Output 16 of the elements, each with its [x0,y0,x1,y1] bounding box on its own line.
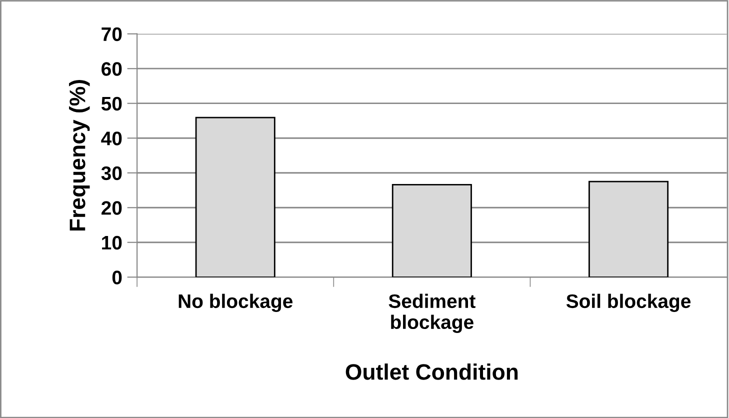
y-tick-label: 0 [112,270,122,284]
bar [195,116,276,278]
x-tick-label: Sediment blockage [388,294,476,333]
x-tick-label: No blockage [178,294,292,312]
bar [392,184,472,278]
y-tick-label: 60 [102,62,122,76]
y-tick-label: 50 [101,96,122,111]
bar [588,180,669,278]
y-tick-label: 20 [102,201,122,215]
y-tick-label: 30 [101,166,122,180]
x-axis-title: Outlet Condition [346,364,518,380]
y-tick-label: 40 [101,132,122,146]
y-tick-label: 70 [102,27,122,42]
x-tick-label: Soil blockage [566,294,691,312]
y-axis-title: Frequency (%) [69,80,90,231]
y-tick-label: 10 [102,236,122,250]
